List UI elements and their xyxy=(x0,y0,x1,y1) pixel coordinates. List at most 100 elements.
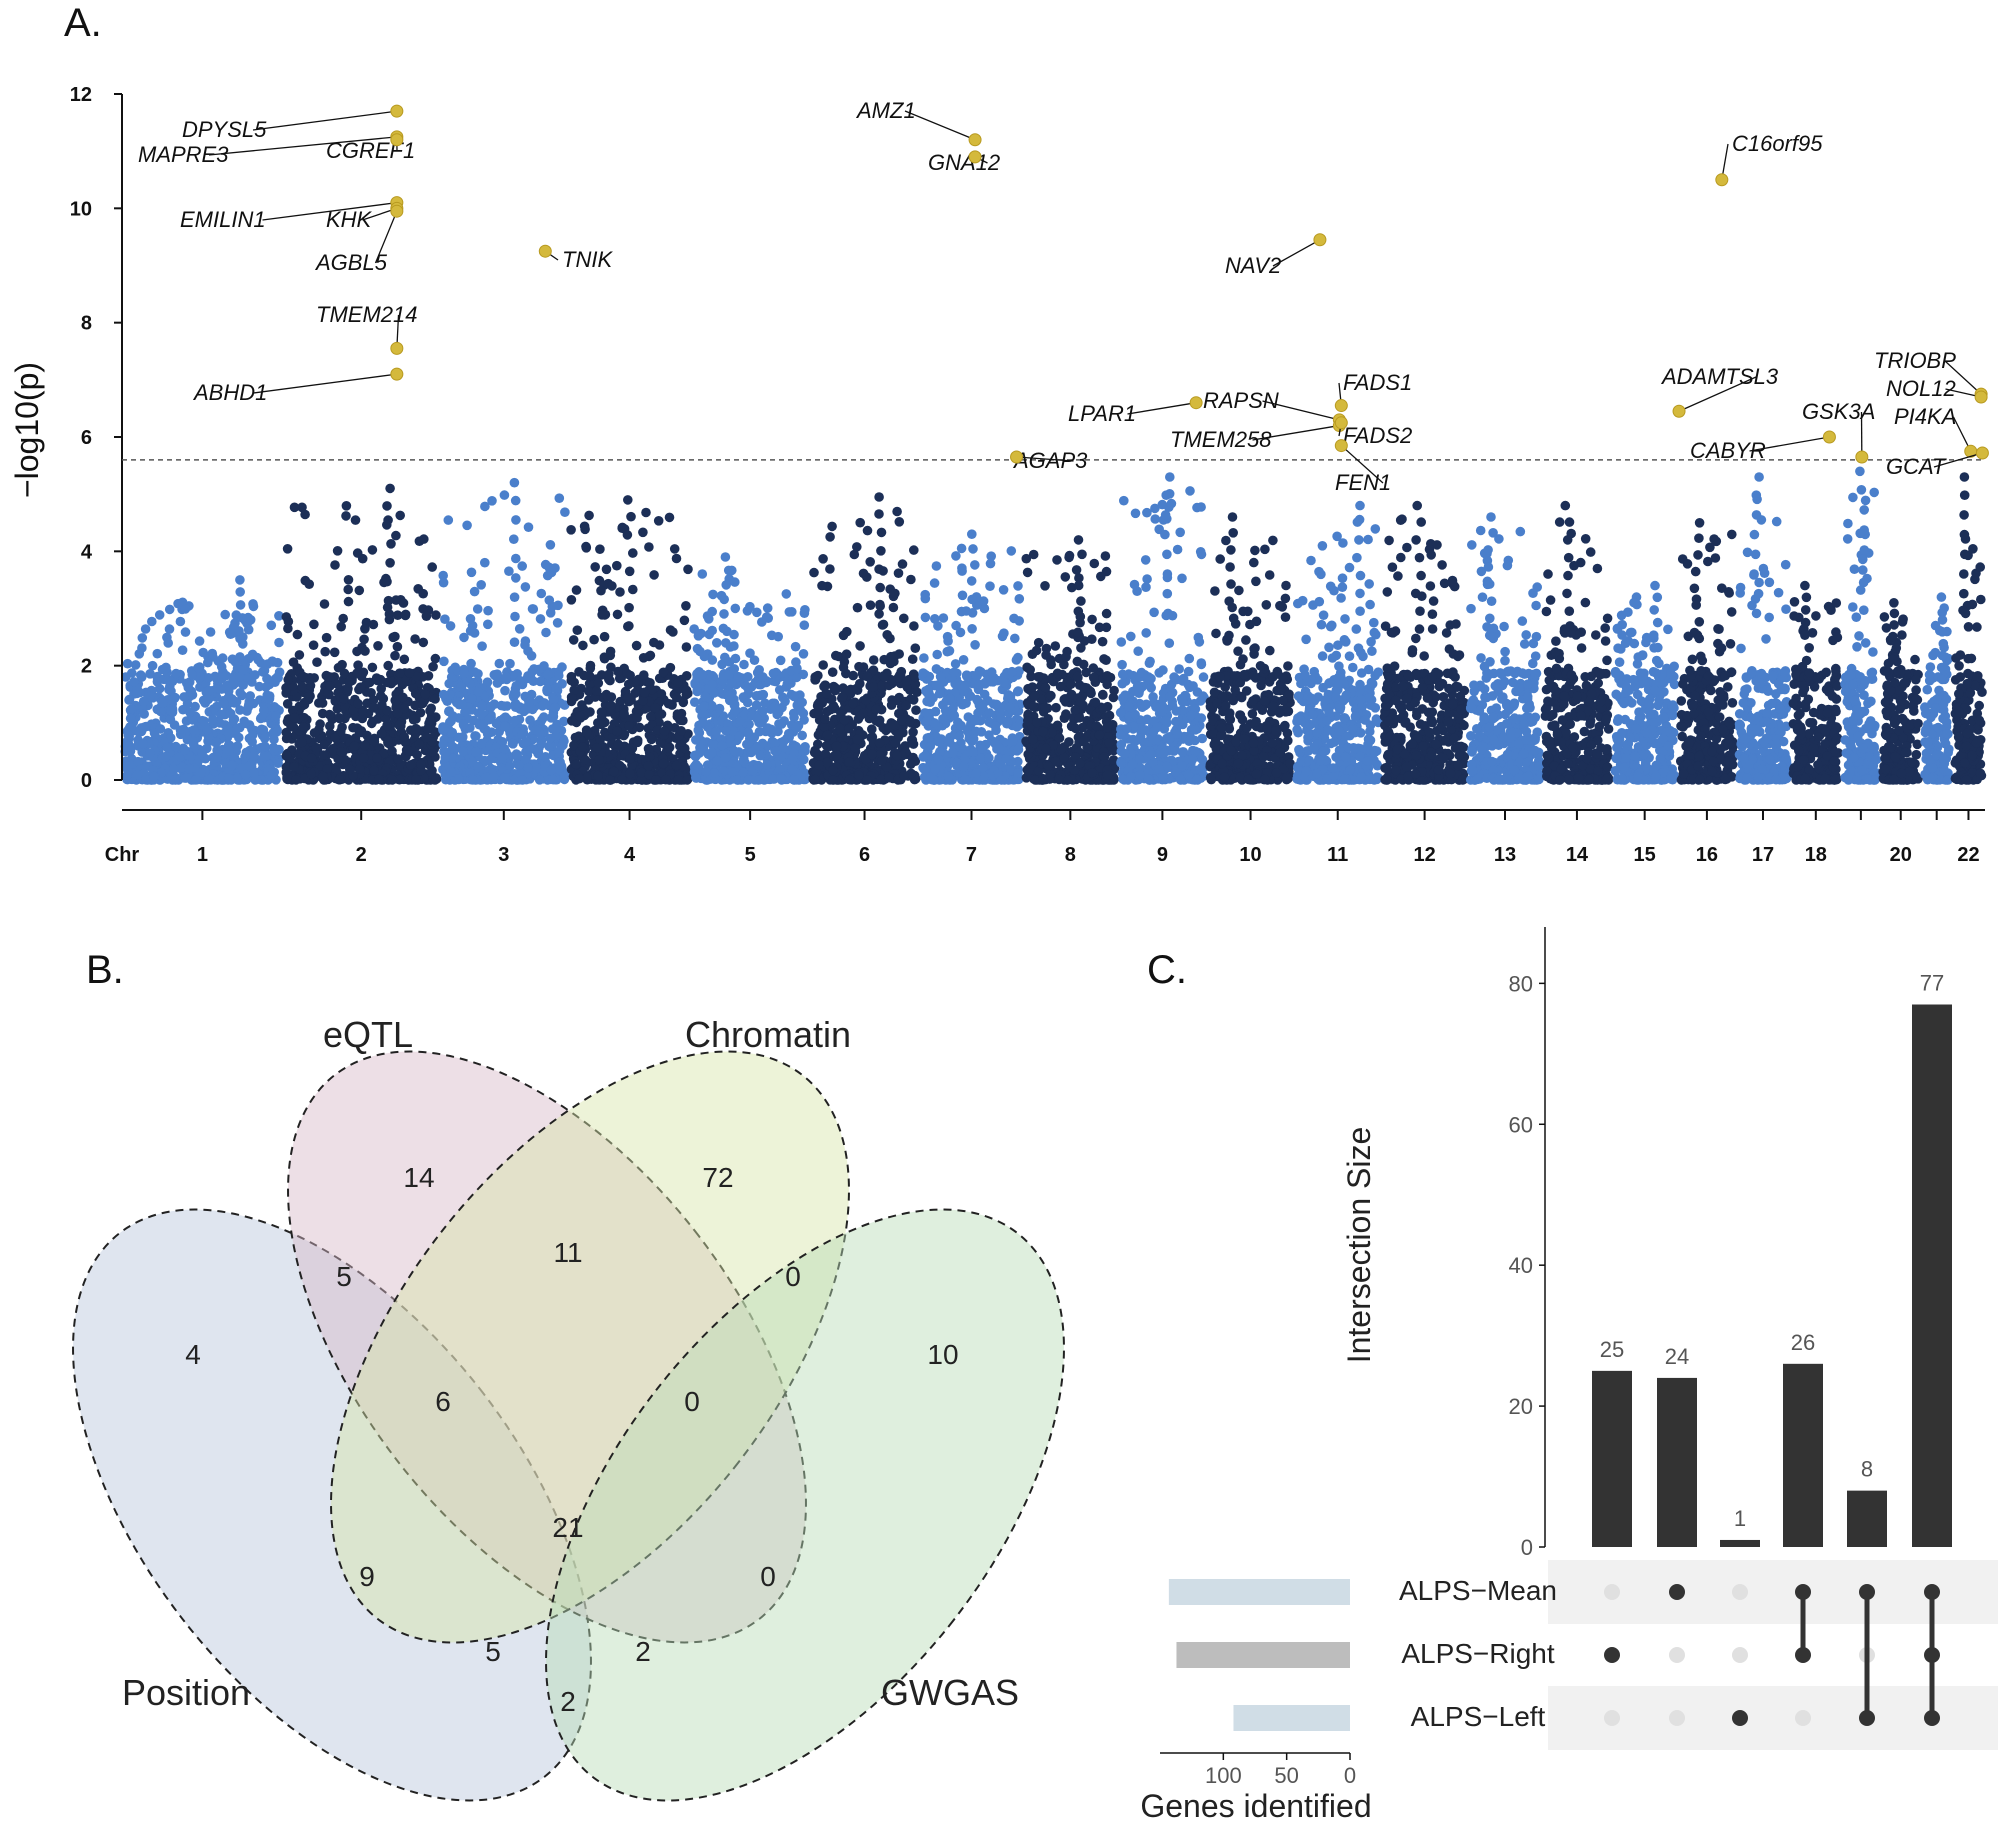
snp-point xyxy=(751,700,762,710)
snp-point xyxy=(1094,622,1105,633)
snp-point xyxy=(354,585,365,596)
snp-point xyxy=(1077,549,1087,560)
snp-point xyxy=(147,660,158,671)
snp-point xyxy=(569,685,579,695)
panel-b-label: B. xyxy=(86,948,124,992)
snp-point xyxy=(868,682,878,692)
snp-point xyxy=(874,492,884,502)
snp-point xyxy=(822,689,832,699)
snp-point xyxy=(138,696,149,707)
snp-point xyxy=(1013,581,1023,591)
panel-a-label: A. xyxy=(64,1,102,45)
snp-point xyxy=(343,575,354,585)
snp-point xyxy=(628,584,638,595)
snp-point xyxy=(152,648,163,659)
snp-point xyxy=(154,610,165,620)
snp-point xyxy=(447,727,458,738)
snp-point xyxy=(353,660,363,670)
snp-point xyxy=(1021,553,1032,564)
snp-point xyxy=(446,767,457,777)
snp-point xyxy=(500,773,510,783)
snp-point xyxy=(721,726,731,736)
snp-point xyxy=(986,667,997,677)
snp-point xyxy=(814,760,824,770)
snp-point xyxy=(420,689,431,700)
snp-point xyxy=(614,760,625,771)
snp-point xyxy=(601,564,612,575)
snp-point xyxy=(1061,652,1071,662)
snp-point xyxy=(838,662,849,673)
snp-point xyxy=(391,530,401,541)
snp-point xyxy=(855,517,865,528)
snp-point xyxy=(945,693,955,704)
snp-point xyxy=(835,723,845,734)
snp-point xyxy=(216,709,227,720)
snp-point xyxy=(523,646,533,656)
snp-point xyxy=(510,495,521,506)
snp-point xyxy=(1071,565,1082,575)
snp-point xyxy=(535,676,546,687)
snp-point xyxy=(639,687,650,698)
snp-point xyxy=(999,677,1010,688)
snp-point xyxy=(999,628,1009,638)
snp-point xyxy=(355,764,365,774)
snp-point xyxy=(968,734,979,744)
snp-point xyxy=(362,730,372,741)
snp-point xyxy=(957,590,968,601)
snp-point xyxy=(1007,736,1018,746)
snp-point xyxy=(1006,546,1017,556)
snp-point xyxy=(709,740,720,750)
snp-point xyxy=(208,714,218,725)
snp-point xyxy=(223,773,234,783)
snp-point xyxy=(1031,645,1042,656)
snp-point xyxy=(194,636,205,646)
snp-point xyxy=(430,694,440,704)
snp-point xyxy=(581,541,591,552)
snp-point xyxy=(907,654,918,664)
snp-point xyxy=(303,691,314,702)
snp-point xyxy=(820,714,830,724)
snp-point xyxy=(282,544,293,554)
snp-point xyxy=(358,753,369,763)
snp-point xyxy=(282,699,293,709)
snp-point xyxy=(799,754,809,765)
snp-point xyxy=(238,665,248,675)
snp-point xyxy=(193,663,203,673)
snp-point xyxy=(888,719,899,730)
snp-point xyxy=(421,611,432,621)
snp-point xyxy=(615,587,625,597)
snp-point xyxy=(403,745,413,756)
snp-point xyxy=(972,671,982,681)
snp-point xyxy=(536,588,547,599)
snp-point xyxy=(844,723,854,734)
snp-point xyxy=(550,702,560,713)
snp-point xyxy=(482,677,493,687)
snp-point xyxy=(492,669,503,679)
snp-point xyxy=(224,724,234,735)
snp-point xyxy=(139,709,149,719)
snp-point xyxy=(343,584,354,595)
snp-point xyxy=(541,627,551,638)
snp-point xyxy=(274,637,284,648)
snp-point xyxy=(570,732,581,743)
snp-point xyxy=(724,695,735,706)
snp-point xyxy=(220,609,230,620)
snp-point xyxy=(321,632,332,643)
snp-point xyxy=(691,759,701,770)
snp-point xyxy=(1086,688,1096,699)
snp-point xyxy=(679,761,689,771)
snp-point xyxy=(694,748,705,758)
snp-point xyxy=(357,705,368,716)
snp-point xyxy=(324,672,334,682)
snp-point xyxy=(440,614,450,624)
snp-point xyxy=(1028,734,1038,745)
snp-point xyxy=(580,524,590,535)
snp-point xyxy=(1117,678,1128,689)
snp-point xyxy=(480,557,490,568)
snp-point xyxy=(548,774,559,785)
snp-point xyxy=(161,751,171,762)
snp-point xyxy=(1012,722,1022,732)
snp-point xyxy=(273,758,283,768)
snp-point xyxy=(441,747,451,758)
snp-point xyxy=(590,562,600,572)
